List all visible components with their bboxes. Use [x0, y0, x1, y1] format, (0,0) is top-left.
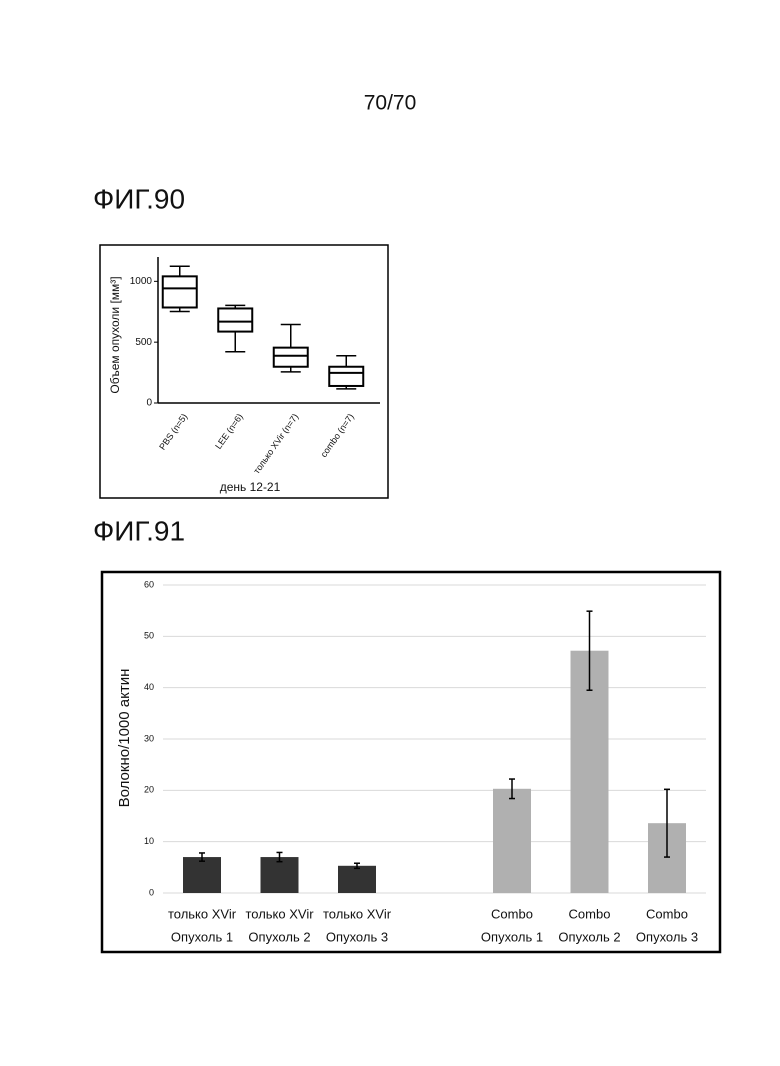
x-tick-label: Combo	[646, 906, 688, 921]
figure-label: ФИГ.91	[93, 515, 185, 546]
x-tick-label: Опухоль 3	[326, 929, 388, 944]
x-tick-label: Опухоль 1	[481, 929, 543, 944]
x-tick-label: Combo	[491, 906, 533, 921]
bar	[493, 789, 531, 893]
page: {"page_number": "70/70", "chart_data": […	[0, 0, 780, 1066]
y-tick-label: 0	[146, 398, 152, 409]
y-axis-label: Волокно/1000 актин	[116, 669, 133, 808]
x-tick-label: combo (n=7)	[319, 412, 356, 459]
y-axis-label: Объем опухоли [мм³]	[108, 276, 122, 393]
x-tick-label: только XVir (n=7)	[251, 412, 300, 476]
y-tick-label: 500	[135, 337, 152, 348]
x-tick-label: только XVir	[245, 906, 314, 921]
box	[274, 348, 308, 367]
bar	[261, 857, 299, 893]
box	[218, 308, 252, 331]
page-number: 70/70	[364, 92, 417, 115]
y-tick-label: 40	[144, 682, 154, 692]
box	[163, 276, 197, 307]
figure-frame	[102, 572, 720, 952]
x-tick-label: только XVir	[323, 906, 392, 921]
figure-label: ФИГ.90	[93, 183, 185, 214]
x-tick-label: PBS (n=5)	[157, 412, 189, 452]
y-tick-label: 20	[144, 785, 154, 795]
page-svg: 70/70 ФИГ.90 ФИГ.91 05001000Объем опухол…	[0, 0, 780, 1066]
y-tick-label: 50	[144, 631, 154, 641]
x-tick-label: Опухоль 2	[558, 929, 620, 944]
x-axis-label: день 12-21	[220, 480, 281, 494]
y-tick-label: 1000	[130, 276, 153, 287]
box	[329, 367, 363, 386]
x-tick-label: LEE (n=6)	[213, 412, 245, 451]
y-tick-label: 30	[144, 733, 154, 743]
y-tick-label: 0	[149, 887, 154, 897]
x-tick-label: Combo	[569, 906, 611, 921]
x-tick-label: Опухоль 3	[636, 929, 698, 944]
x-tick-label: Опухоль 1	[171, 929, 233, 944]
bar	[338, 866, 376, 893]
bar	[183, 857, 221, 893]
y-tick-label: 60	[144, 579, 154, 589]
x-tick-label: только XVir	[168, 906, 237, 921]
x-tick-label: Опухоль 2	[248, 929, 310, 944]
y-tick-label: 10	[144, 836, 154, 846]
